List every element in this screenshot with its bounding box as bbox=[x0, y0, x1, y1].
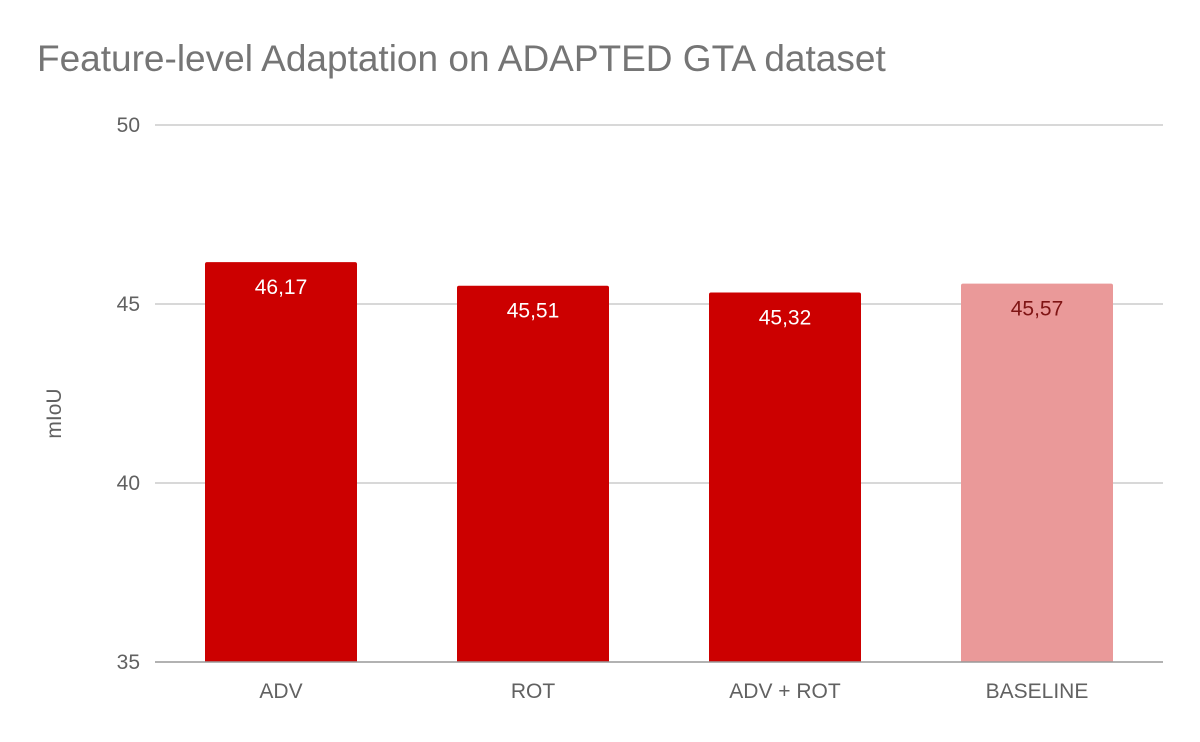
bar bbox=[205, 262, 357, 662]
bar bbox=[457, 285, 609, 662]
x-tick-label: ADV bbox=[259, 680, 302, 703]
bar bbox=[709, 292, 861, 662]
data-label: 45,32 bbox=[759, 307, 812, 330]
x-tick-label: BASELINE bbox=[986, 680, 1089, 703]
bar bbox=[961, 283, 1113, 662]
data-label: 45,57 bbox=[1011, 298, 1064, 321]
data-label: 45,51 bbox=[507, 300, 560, 323]
x-tick-label: ADV + ROT bbox=[729, 680, 841, 703]
y-tick-label: 45 bbox=[117, 293, 140, 316]
x-tick-label: ROT bbox=[511, 680, 556, 703]
data-label: 46,17 bbox=[255, 276, 308, 299]
y-axis-title: mIoU bbox=[43, 388, 66, 438]
y-tick-label: 50 bbox=[117, 114, 140, 137]
y-tick-label: 35 bbox=[117, 651, 140, 674]
chart-title: Feature-level Adaptation on ADAPTED GTA … bbox=[37, 38, 886, 79]
bars bbox=[205, 262, 1113, 662]
labels: 35 40 45 50 46,17 ADV 45,51 ROT 45,32 ADV + ROT 45… bbox=[43, 114, 1088, 703]
y-tick-label: 40 bbox=[117, 472, 140, 495]
